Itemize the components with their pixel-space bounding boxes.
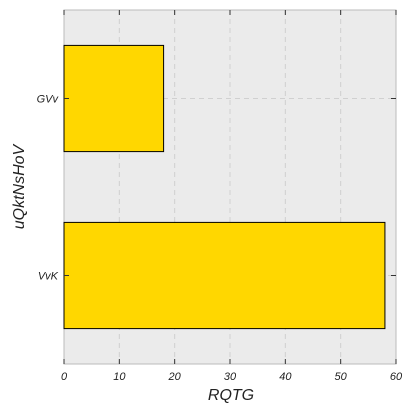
bar (63, 44, 165, 153)
y-axis-label: uQktNsHoV (11, 143, 28, 229)
y-tick-label: VvK (38, 271, 59, 283)
x-axis-label: RQTG (208, 387, 254, 404)
x-tick-label: 40 (279, 371, 292, 383)
bars-layer (63, 44, 386, 330)
x-tick-label: 60 (390, 371, 403, 383)
x-tick-label: 0 (61, 371, 68, 383)
x-tick-label: 50 (335, 371, 348, 383)
x-tick-label: 20 (168, 371, 182, 383)
bar (63, 221, 386, 330)
y-tick-label: GVv (37, 94, 60, 106)
x-tick-label: 30 (224, 371, 237, 383)
x-tick-label: 10 (113, 371, 126, 383)
ticks-layer: 0 10 20 30 40 50 60 GVv VvK (37, 10, 403, 383)
